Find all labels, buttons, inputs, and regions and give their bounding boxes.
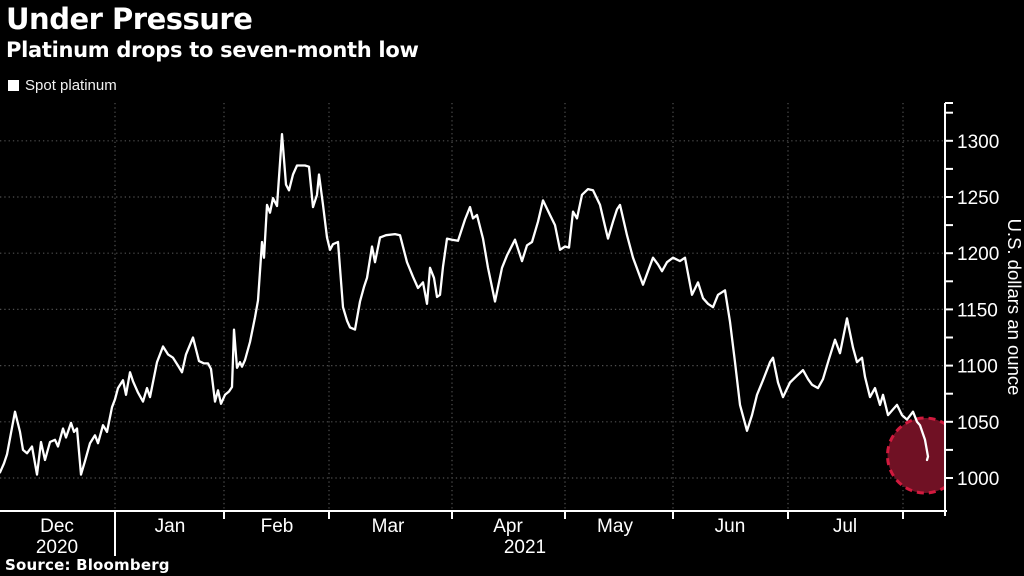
x-year-label: 2020	[36, 537, 78, 558]
x-month-label: Dec	[40, 516, 74, 537]
y-tick-label: 1150	[957, 300, 998, 321]
x-month-label: May	[597, 516, 633, 537]
x-month-label: Jun	[715, 516, 746, 537]
x-month-label: Jan	[155, 516, 186, 537]
y-tick-label: 1300	[957, 132, 999, 153]
y-tick-label: 1050	[957, 413, 999, 434]
x-year-label: 2021	[504, 537, 546, 558]
x-month-label: Mar	[372, 516, 405, 537]
price-line-chart: 1000 1050 1100 1150 1200 1250 1300 Dec Jan Feb Mar…	[0, 102, 1024, 558]
y-tick-label: 1000	[957, 469, 999, 490]
y-axis-title: U.S. dollars an ounce	[1004, 219, 1024, 396]
y-tick-label: 1100	[957, 357, 998, 378]
chart-subtitle: Platinum drops to seven-month low	[6, 38, 419, 62]
legend: Spot platinum	[8, 77, 117, 94]
source-credit: Source: Bloomberg	[5, 556, 170, 574]
low-highlight-circle	[886, 416, 946, 495]
legend-label: Spot platinum	[25, 77, 117, 94]
legend-swatch-icon	[8, 80, 19, 91]
y-tick-label: 1200	[957, 244, 999, 265]
x-month-label: Apr	[493, 516, 523, 537]
x-month-label: Jul	[833, 516, 857, 537]
x-month-label: Feb	[261, 516, 294, 537]
spot-platinum-line	[0, 132, 930, 476]
y-tick-label: 1250	[957, 188, 999, 209]
chart-title: Under Pressure	[6, 2, 253, 36]
